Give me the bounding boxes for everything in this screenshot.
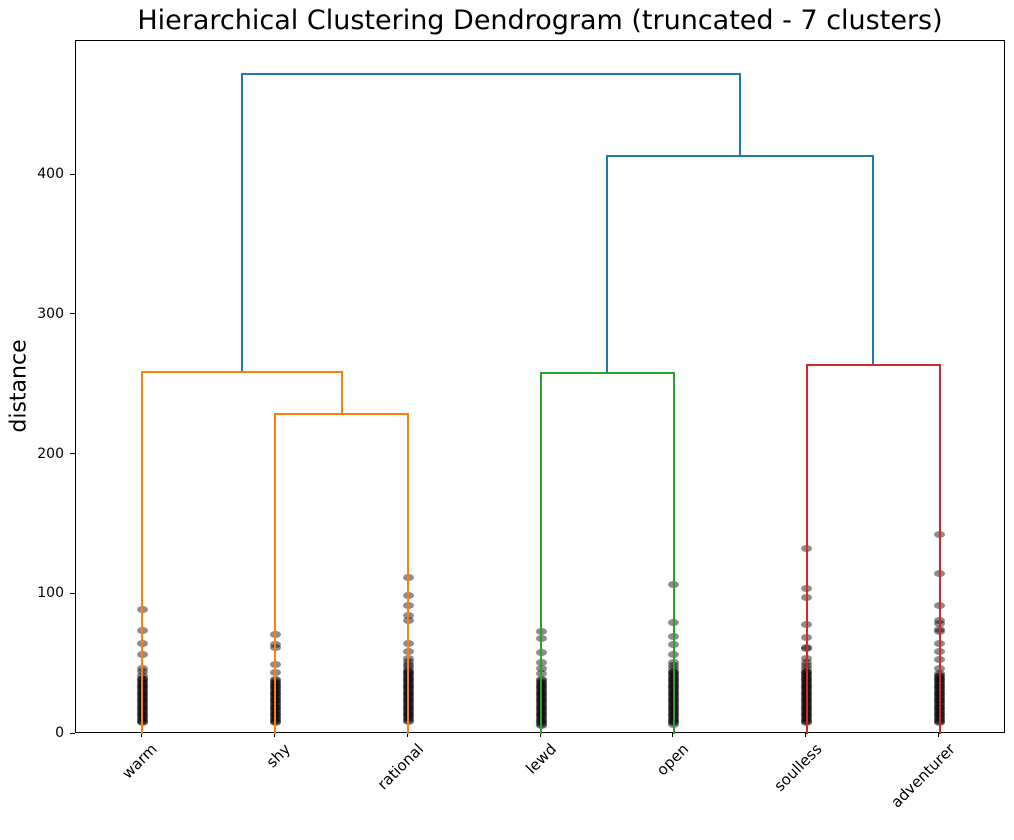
plot-area xyxy=(75,40,1005,734)
leaf-label-open: open xyxy=(653,740,693,780)
y-tick-mark xyxy=(70,313,75,315)
dendrogram-link-vertical xyxy=(340,370,343,413)
y-tick-label: 200 xyxy=(37,445,64,462)
dendrogram-link-vertical xyxy=(540,372,542,734)
leaf-label-warm: warm xyxy=(118,740,162,783)
leaf-label-lewd: lewd xyxy=(522,740,560,778)
dendrogram-links-layer xyxy=(76,41,1004,734)
dendrogram-link-horizontal xyxy=(540,372,675,375)
dendrogram-link-vertical xyxy=(141,370,144,734)
x-tick-mark xyxy=(938,733,940,737)
y-tick-mark xyxy=(70,453,75,454)
leaf-label-adventurer: adventurer xyxy=(886,740,959,812)
dendrogram-link-horizontal xyxy=(274,412,410,415)
y-tick-label: 100 xyxy=(37,585,64,602)
y-tick-label: 400 xyxy=(37,166,64,182)
x-tick-mark xyxy=(539,733,541,737)
leaf-label-rational: rational xyxy=(373,740,427,794)
leaf-label-soulless: soulless xyxy=(770,740,826,795)
dendrogram-link-vertical xyxy=(274,412,277,734)
y-tick-mark xyxy=(70,592,75,594)
y-tick-label: 0 xyxy=(55,725,64,741)
chart-title: Hierarchical Clustering Dendrogram (trun… xyxy=(137,5,943,36)
dendrogram-link-vertical xyxy=(739,72,742,156)
y-axis-label: distance xyxy=(6,339,32,433)
dendrogram-link-vertical xyxy=(805,363,808,734)
x-tick-mark xyxy=(140,733,142,737)
y-tick-mark xyxy=(70,173,75,175)
dendrogram-link-vertical xyxy=(407,412,410,734)
y-tick-label: 300 xyxy=(37,305,64,322)
dendrogram-link-vertical xyxy=(872,155,875,364)
dendrogram-link-horizontal xyxy=(241,72,742,75)
dendrogram-link-vertical xyxy=(241,72,244,371)
x-tick-mark xyxy=(406,733,408,737)
x-tick-mark xyxy=(805,733,807,737)
dendrogram-link-horizontal xyxy=(805,363,941,366)
dendrogram-link-vertical xyxy=(938,363,941,734)
dendrogram-link-horizontal xyxy=(606,155,875,158)
x-tick-mark xyxy=(672,733,674,737)
dendrogram-link-vertical xyxy=(606,155,609,373)
y-tick-mark xyxy=(70,732,75,734)
dendrogram-link-horizontal xyxy=(141,370,343,373)
dendrogram-link-vertical xyxy=(672,372,675,734)
x-tick-mark xyxy=(273,733,275,737)
leaf-label-shy: shy xyxy=(262,740,295,772)
